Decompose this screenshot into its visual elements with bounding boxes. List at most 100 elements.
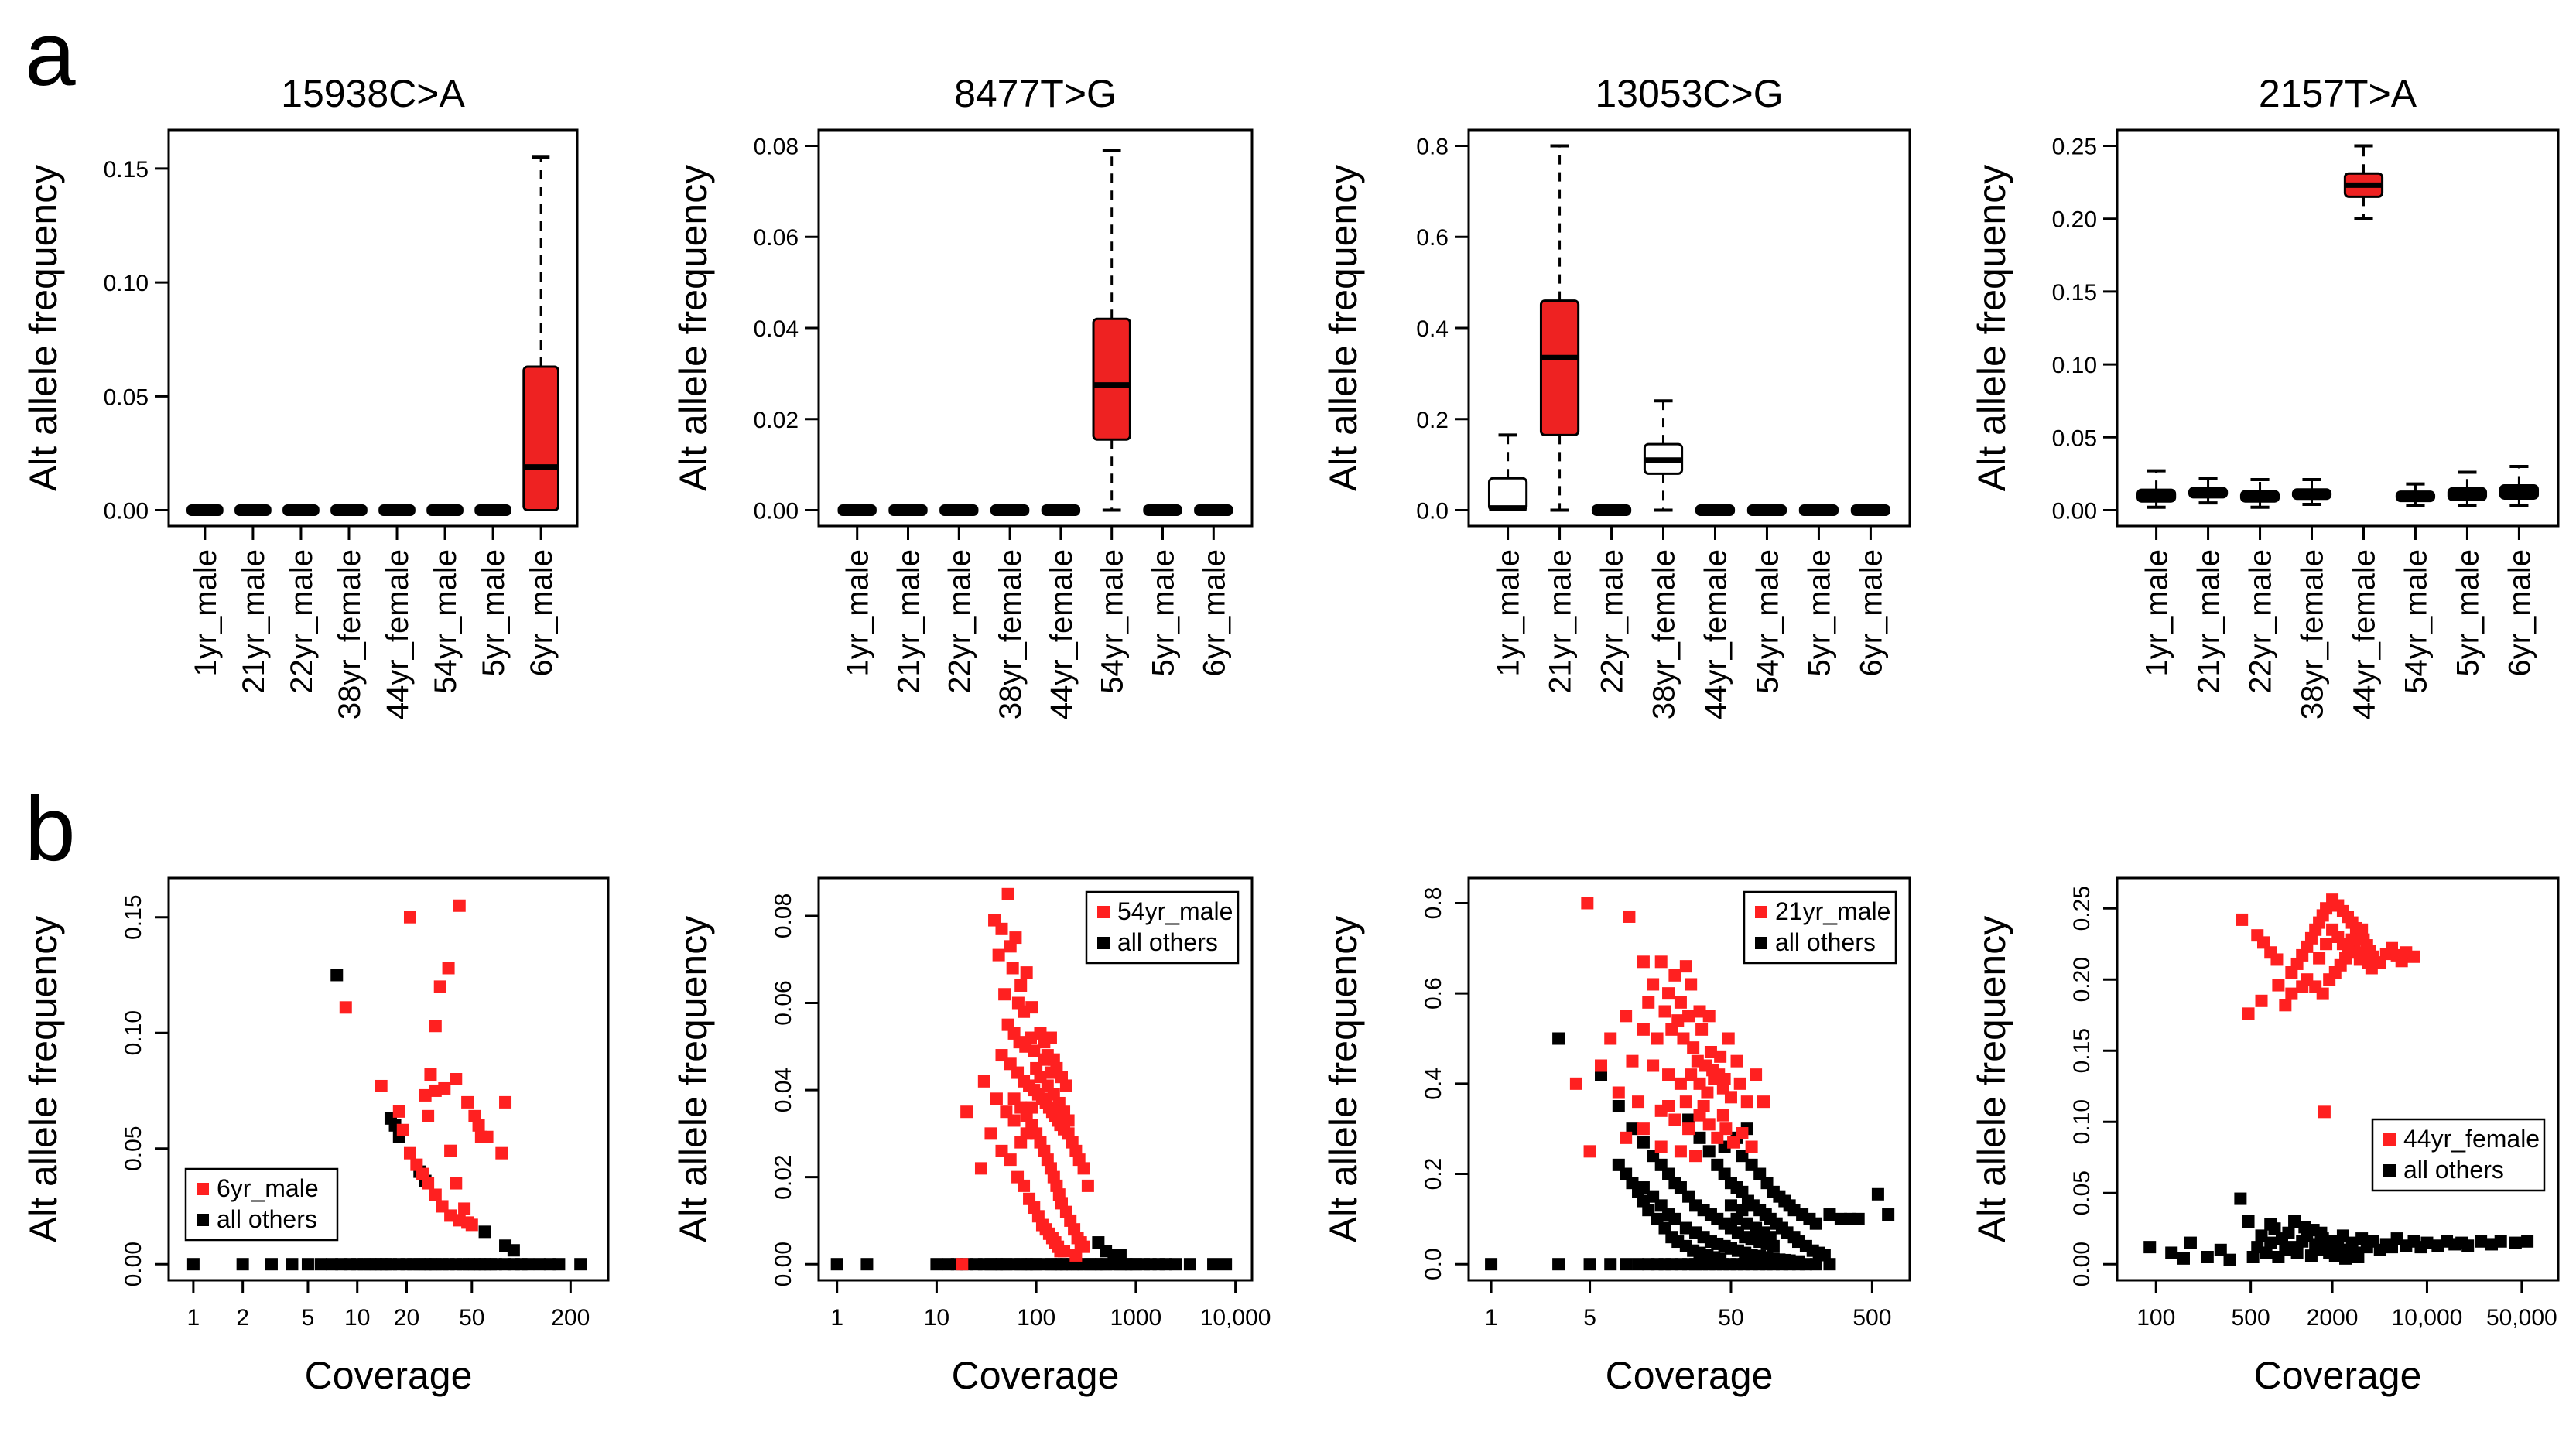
legend-entry: all others — [217, 1205, 317, 1233]
box-5yr_male — [1143, 504, 1182, 517]
series-all-others — [2143, 1192, 2534, 1266]
category-label: 38yr_female — [2296, 549, 2330, 719]
data-point — [2143, 1241, 2157, 1254]
data-point — [1647, 1059, 1660, 1072]
data-point — [1637, 1122, 1650, 1136]
box-54yr_male — [2395, 482, 2436, 507]
data-point — [1626, 1054, 1639, 1068]
y-tick-label: 0.00 — [771, 1242, 796, 1286]
data-point — [314, 1258, 327, 1271]
y-tick-label: 0.04 — [754, 316, 799, 342]
legend-box — [184, 1167, 339, 1242]
data-point — [1620, 1258, 1633, 1271]
x-tick-label: 500 — [1852, 1305, 1891, 1331]
data-point — [1662, 987, 1675, 1000]
data-point — [2242, 1007, 2255, 1020]
data-point — [1679, 960, 1692, 973]
data-point — [1169, 1258, 1182, 1271]
category-label: 6yr_male — [1197, 549, 1231, 677]
data-point — [1871, 1187, 1884, 1201]
x-tick-label: 1 — [1485, 1305, 1498, 1331]
x-tick-label: 10,000 — [1200, 1305, 1271, 1331]
data-point — [2184, 1236, 2197, 1249]
data-point — [429, 1188, 442, 1201]
data-point — [1716, 1109, 1729, 1122]
box-44yr_female — [2343, 144, 2384, 220]
data-point — [461, 1095, 474, 1109]
data-point — [1677, 1032, 1690, 1045]
data-point — [422, 1177, 435, 1190]
data-point — [1809, 1217, 1822, 1230]
box-21yr_male — [2188, 477, 2229, 505]
data-point — [499, 1095, 512, 1109]
box-44yr_female — [1695, 504, 1736, 517]
category-label: 21yr_male — [1544, 549, 1578, 694]
legend-entry: 44yr_female — [2403, 1125, 2540, 1153]
data-point — [2509, 1236, 2522, 1249]
y-tick-label: 0.02 — [754, 408, 799, 433]
data-point — [1702, 1145, 1716, 1158]
data-point — [1750, 1068, 1763, 1081]
data-point — [286, 1258, 299, 1271]
category-label: 38yr_female — [994, 549, 1028, 719]
data-point — [1852, 1212, 1865, 1225]
box-5yr_male — [474, 504, 511, 517]
data-point — [495, 1146, 508, 1160]
box-6yr_male — [1850, 504, 1891, 517]
plot-frame — [1467, 876, 1911, 1282]
category-label: 21yr_male — [237, 549, 271, 694]
legend-swatch — [1755, 906, 1767, 918]
data-point — [1679, 1221, 1692, 1235]
data-point — [1730, 1054, 1743, 1068]
legend-entry: all others — [2403, 1156, 2504, 1184]
data-point — [1674, 1077, 1687, 1090]
x-tick-label: 10,000 — [2392, 1305, 2463, 1331]
data-point — [450, 1177, 463, 1190]
data-point — [1823, 1208, 1836, 1221]
box-54yr_male — [1092, 149, 1131, 512]
data-point — [1028, 1044, 1041, 1057]
y-tick-label: 0.25 — [2052, 134, 2097, 159]
y-axis-label: Alt allele frequency — [22, 916, 65, 1242]
data-point — [1058, 1245, 1071, 1258]
box-44yr_female — [1041, 504, 1081, 517]
plot-frame — [2116, 876, 2560, 1282]
data-point — [1623, 910, 1636, 923]
category-label: 5yr_male — [2451, 549, 2485, 677]
data-point — [2314, 1226, 2328, 1239]
x-tick-label: 200 — [551, 1305, 590, 1331]
data-point — [2345, 933, 2359, 946]
data-point — [1668, 1212, 1681, 1225]
data-point — [375, 1079, 388, 1092]
panel-label-b: b — [25, 778, 76, 880]
legend-swatch — [2383, 1164, 2396, 1177]
data-point — [552, 1258, 566, 1271]
chart-1: 8477T>G Alt allele frequency 0.00 0.02 0.04 0… — [672, 72, 1254, 719]
data-point — [472, 1119, 485, 1132]
y-tick-label: 0.00 — [2069, 1242, 2095, 1286]
data-point — [1718, 1073, 1731, 1085]
data-point — [2494, 1235, 2507, 1248]
series-44yr_female — [2236, 893, 2420, 1119]
data-point — [1018, 1179, 1031, 1192]
data-point — [1044, 1031, 1057, 1044]
data-point — [1736, 1150, 1749, 1163]
category-label: 21yr_male — [892, 549, 926, 694]
chart-title: 2157T>A — [2259, 72, 2417, 115]
box-21yr_male — [888, 504, 928, 517]
data-point — [1632, 1258, 1645, 1271]
data-point — [1001, 887, 1014, 900]
y-tick-label: 0.10 — [104, 271, 149, 296]
data-point — [1620, 1131, 1633, 1144]
data-point — [1583, 1145, 1596, 1158]
data-point — [429, 1020, 442, 1033]
data-point — [1674, 996, 1687, 1009]
category-label: 5yr_male — [1147, 549, 1181, 677]
y-tick-label: 0.0 — [1416, 499, 1449, 524]
data-point — [1220, 1258, 1233, 1271]
plot-frame — [2116, 128, 2560, 528]
x-tick-label: 1000 — [1110, 1305, 1161, 1331]
category-label: 6yr_male — [2502, 549, 2537, 677]
data-point — [1671, 1014, 1685, 1027]
data-point — [339, 1001, 352, 1014]
